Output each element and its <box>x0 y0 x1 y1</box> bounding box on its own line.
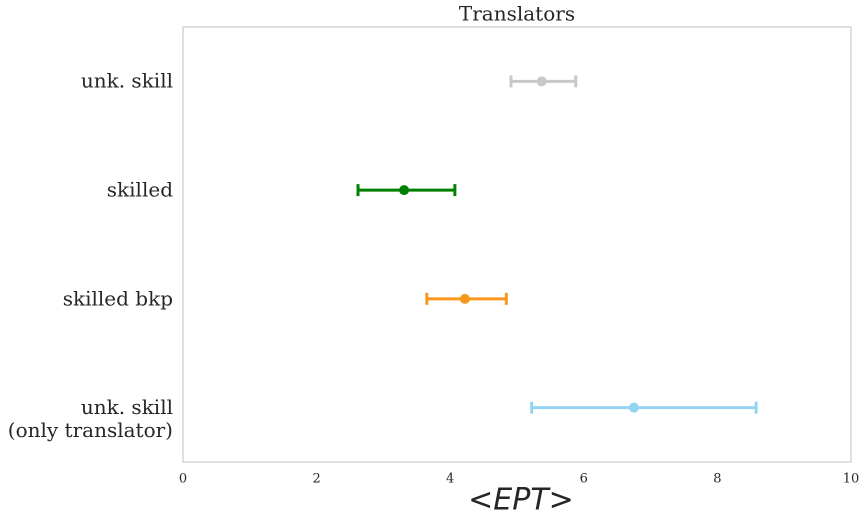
point <box>536 76 547 87</box>
point <box>459 293 470 304</box>
x-tick-label: 4 <box>446 472 454 487</box>
x-tick-label: 6 <box>580 472 588 487</box>
y-tick-label: skilled <box>106 177 173 202</box>
x-tick-label: 10 <box>843 472 860 487</box>
x-tick-label: 2 <box>312 472 320 487</box>
chart-title: Translators <box>459 2 575 26</box>
x-tick-label: 0 <box>179 472 187 487</box>
x-tick-label: 8 <box>713 472 721 487</box>
x-axis-label: <EPT> <box>468 483 574 518</box>
y-tick-label: unk. skill (only translator) <box>7 394 173 442</box>
plot-frame <box>182 26 852 463</box>
y-tick-label: skilled bkp <box>62 286 173 311</box>
y-tick-label: unk. skill <box>80 68 173 93</box>
point <box>399 185 410 196</box>
point <box>628 402 639 413</box>
